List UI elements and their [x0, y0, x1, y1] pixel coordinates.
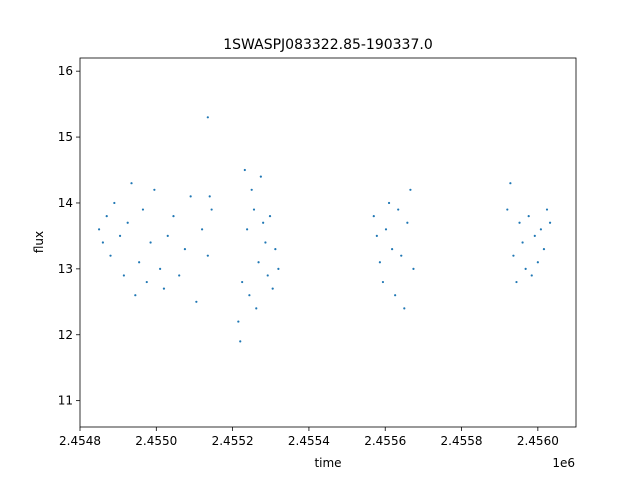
y-axis-ticks: 11 12 13 14 15 16: [58, 64, 80, 408]
data-point: [409, 188, 412, 191]
data-point: [255, 307, 258, 310]
x-tick-label: 2.4556: [364, 434, 406, 448]
data-point: [539, 228, 543, 231]
data-point: [162, 287, 166, 290]
x-tick-label: 2.4550: [135, 434, 177, 448]
data-points: [97, 116, 552, 343]
data-point: [545, 208, 549, 211]
data-point: [200, 228, 204, 231]
chart-title: 1SWASPJ083322.85-190337.0: [223, 37, 432, 53]
x-tick-label: 2.4552: [212, 434, 254, 448]
data-point: [264, 241, 267, 244]
data-point: [153, 188, 156, 191]
data-point: [172, 215, 175, 218]
data-point: [113, 201, 116, 205]
data-point: [259, 175, 262, 178]
data-point: [515, 280, 518, 284]
data-point: [506, 208, 509, 211]
data-point: [266, 274, 269, 277]
data-point: [400, 254, 403, 257]
y-tick-label: 11: [58, 394, 73, 408]
y-tick-label: 14: [58, 196, 73, 210]
data-point: [384, 228, 388, 231]
data-point: [381, 280, 385, 284]
data-point: [268, 215, 272, 218]
data-point: [530, 274, 533, 277]
data-point: [372, 215, 375, 218]
data-point: [243, 168, 246, 172]
data-point: [375, 234, 378, 238]
data-point: [391, 247, 394, 251]
x-axis-ticks: 2.4548 2.4550 2.4552 2.4554 2.4556 2.4558 2.45…: [59, 427, 559, 448]
x-tick-label: 2.4554: [288, 434, 330, 448]
data-point: [248, 294, 251, 297]
data-point: [403, 307, 406, 310]
data-point: [536, 261, 539, 264]
data-point: [101, 241, 104, 244]
data-point: [141, 208, 145, 211]
data-point: [206, 116, 209, 119]
data-point: [178, 274, 181, 277]
data-point: [195, 300, 198, 303]
data-point: [387, 201, 391, 205]
y-axis-label: flux: [32, 231, 46, 253]
data-point: [241, 280, 244, 284]
data-point: [548, 221, 552, 224]
data-point: [122, 274, 125, 277]
data-point: [237, 320, 240, 323]
data-point: [210, 208, 213, 211]
data-point: [274, 247, 277, 251]
data-point: [527, 215, 530, 218]
data-point: [149, 241, 152, 244]
data-point: [524, 267, 527, 270]
data-point: [257, 261, 260, 264]
data-point: [250, 188, 253, 191]
x-tick-label: 2.4560: [517, 434, 559, 448]
plot-area: [80, 58, 576, 427]
data-point: [512, 254, 515, 257]
data-point: [397, 208, 400, 211]
data-point: [246, 228, 249, 231]
data-point: [518, 221, 521, 224]
data-point: [130, 182, 133, 185]
data-point: [206, 254, 209, 257]
data-point: [105, 215, 108, 218]
x-tick-label: 2.4548: [59, 434, 101, 448]
y-tick-label: 12: [58, 328, 73, 342]
data-point: [521, 241, 524, 244]
data-point: [412, 267, 415, 270]
plot-frame: [79, 57, 577, 428]
x-tick-label: 2.4558: [441, 434, 483, 448]
data-point: [97, 228, 101, 231]
data-point: [118, 234, 122, 238]
data-point: [145, 280, 148, 284]
data-point: [533, 234, 536, 238]
data-point: [262, 221, 265, 224]
data-point: [252, 208, 256, 211]
x-axis-offset-label: 1e6: [552, 456, 575, 470]
data-point: [239, 340, 242, 343]
data-point: [542, 247, 546, 251]
data-point: [109, 254, 112, 257]
y-tick-label: 16: [58, 64, 73, 78]
data-point: [277, 267, 280, 270]
data-point: [394, 294, 397, 297]
data-point: [138, 261, 141, 264]
data-point: [183, 247, 187, 251]
y-tick-label: 15: [58, 130, 73, 144]
data-point: [166, 234, 169, 238]
data-point: [208, 195, 211, 198]
x-axis-label: time: [314, 456, 341, 470]
data-point: [134, 294, 137, 297]
data-point: [159, 267, 162, 270]
data-point: [271, 287, 274, 290]
data-point: [406, 221, 409, 224]
data-point: [378, 261, 381, 264]
data-point: [126, 221, 129, 224]
y-tick-label: 13: [58, 262, 73, 276]
data-point: [189, 195, 192, 198]
data-point: [509, 182, 512, 185]
